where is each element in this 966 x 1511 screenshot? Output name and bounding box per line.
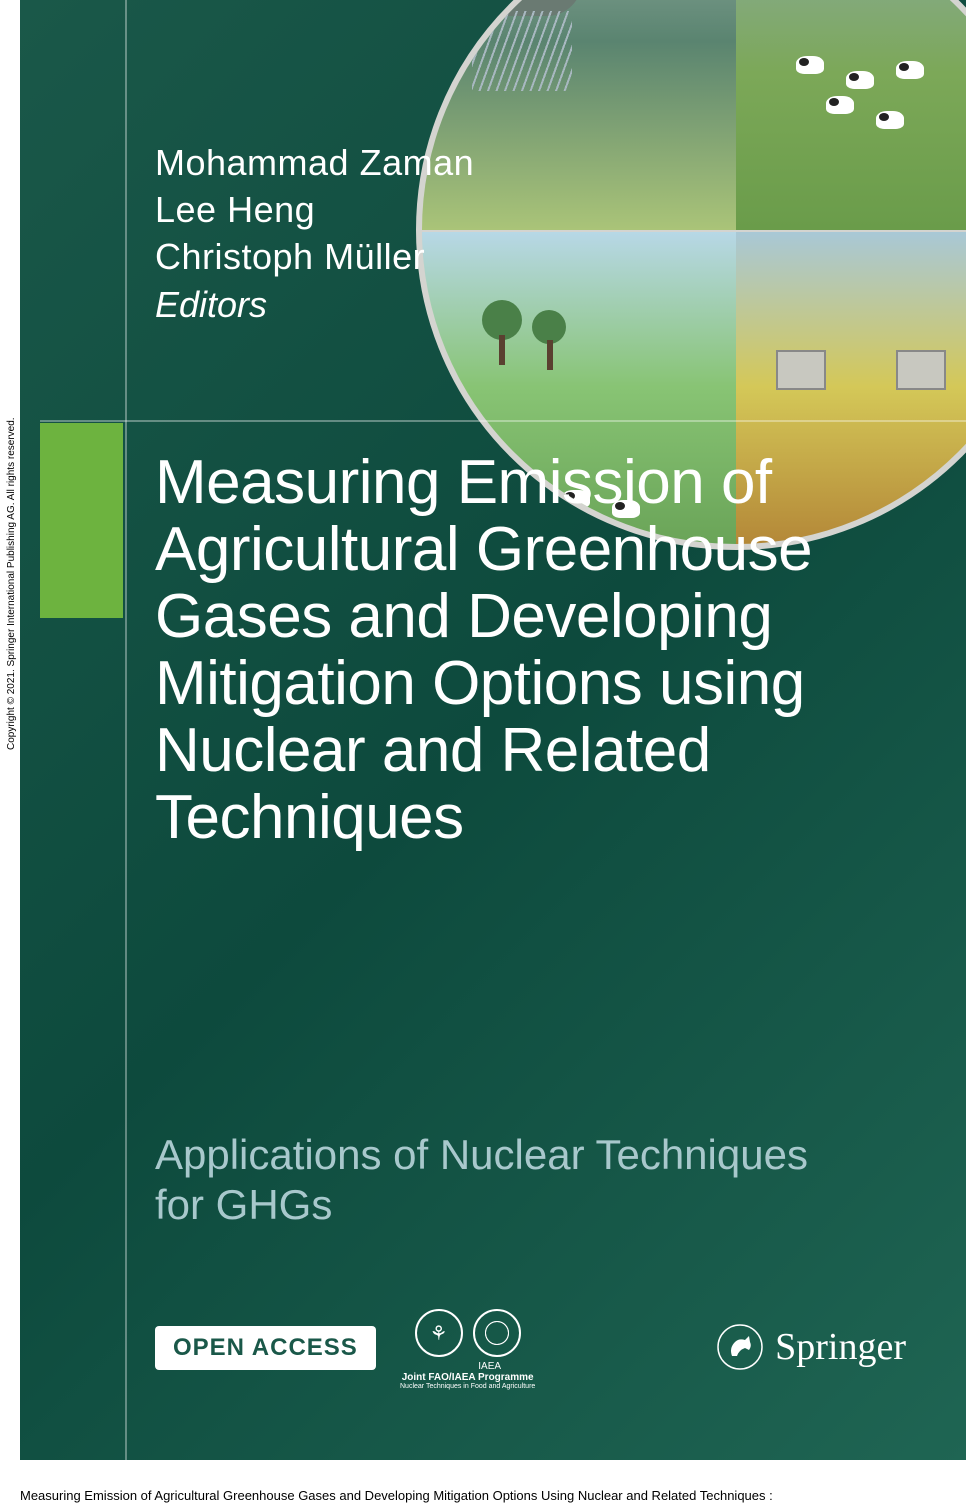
tree-icon: [482, 300, 522, 340]
fao-iaea-text: Joint FAO/IAEA Programme: [400, 1372, 535, 1383]
open-access-badge: OPEN ACCESS: [155, 1326, 376, 1370]
publisher-name: Springer: [775, 1325, 906, 1369]
book-subtitle: Applications of Nuclear Techniques for G…: [155, 1130, 855, 1231]
tree-trunk-icon: [547, 340, 553, 370]
editor-name: Mohammad Zaman: [155, 140, 474, 187]
book-title: Measuring Emission of Agricultural Green…: [155, 450, 955, 852]
editor-role: Editors: [155, 284, 474, 326]
editor-name: Lee Heng: [155, 187, 474, 234]
book-cover: Mohammad Zaman Lee Heng Christoph Müller…: [20, 0, 966, 1460]
iaea-logo-icon: [473, 1309, 521, 1357]
vertical-divider: [125, 0, 127, 1460]
cow-icon: [876, 111, 904, 129]
horizontal-divider: [40, 420, 966, 422]
tree-trunk-icon: [499, 335, 505, 365]
flux-chamber-icon: [896, 350, 946, 390]
flux-chamber-icon: [776, 350, 826, 390]
fao-iaea-logo-block: ⚘ FAOIAEA Joint FAO/IAEA Programme Nucle…: [400, 1309, 535, 1390]
publisher-block: Springer: [717, 1324, 906, 1370]
footer-caption: Measuring Emission of Agricultural Green…: [20, 1488, 773, 1503]
iaea-label: IAEA: [478, 1361, 501, 1372]
copyright-vertical: Copyright © 2021. Springer International…: [6, 734, 506, 750]
accent-block: [40, 423, 123, 618]
rain-icon: [472, 11, 572, 91]
cow-icon: [896, 61, 924, 79]
editor-name: Christoph Müller: [155, 234, 474, 281]
editors-block: Mohammad Zaman Lee Heng Christoph Müller…: [155, 140, 474, 326]
quadrant-pasture: [736, 0, 966, 230]
cow-icon: [796, 56, 824, 74]
cow-icon: [826, 96, 854, 114]
cow-icon: [846, 71, 874, 89]
tree-icon: [532, 310, 566, 344]
fao-logo-icon: ⚘: [415, 1309, 463, 1357]
springer-horse-icon: [717, 1324, 763, 1370]
fao-iaea-subtext: Nuclear Techniques in Food and Agricultu…: [400, 1383, 535, 1390]
